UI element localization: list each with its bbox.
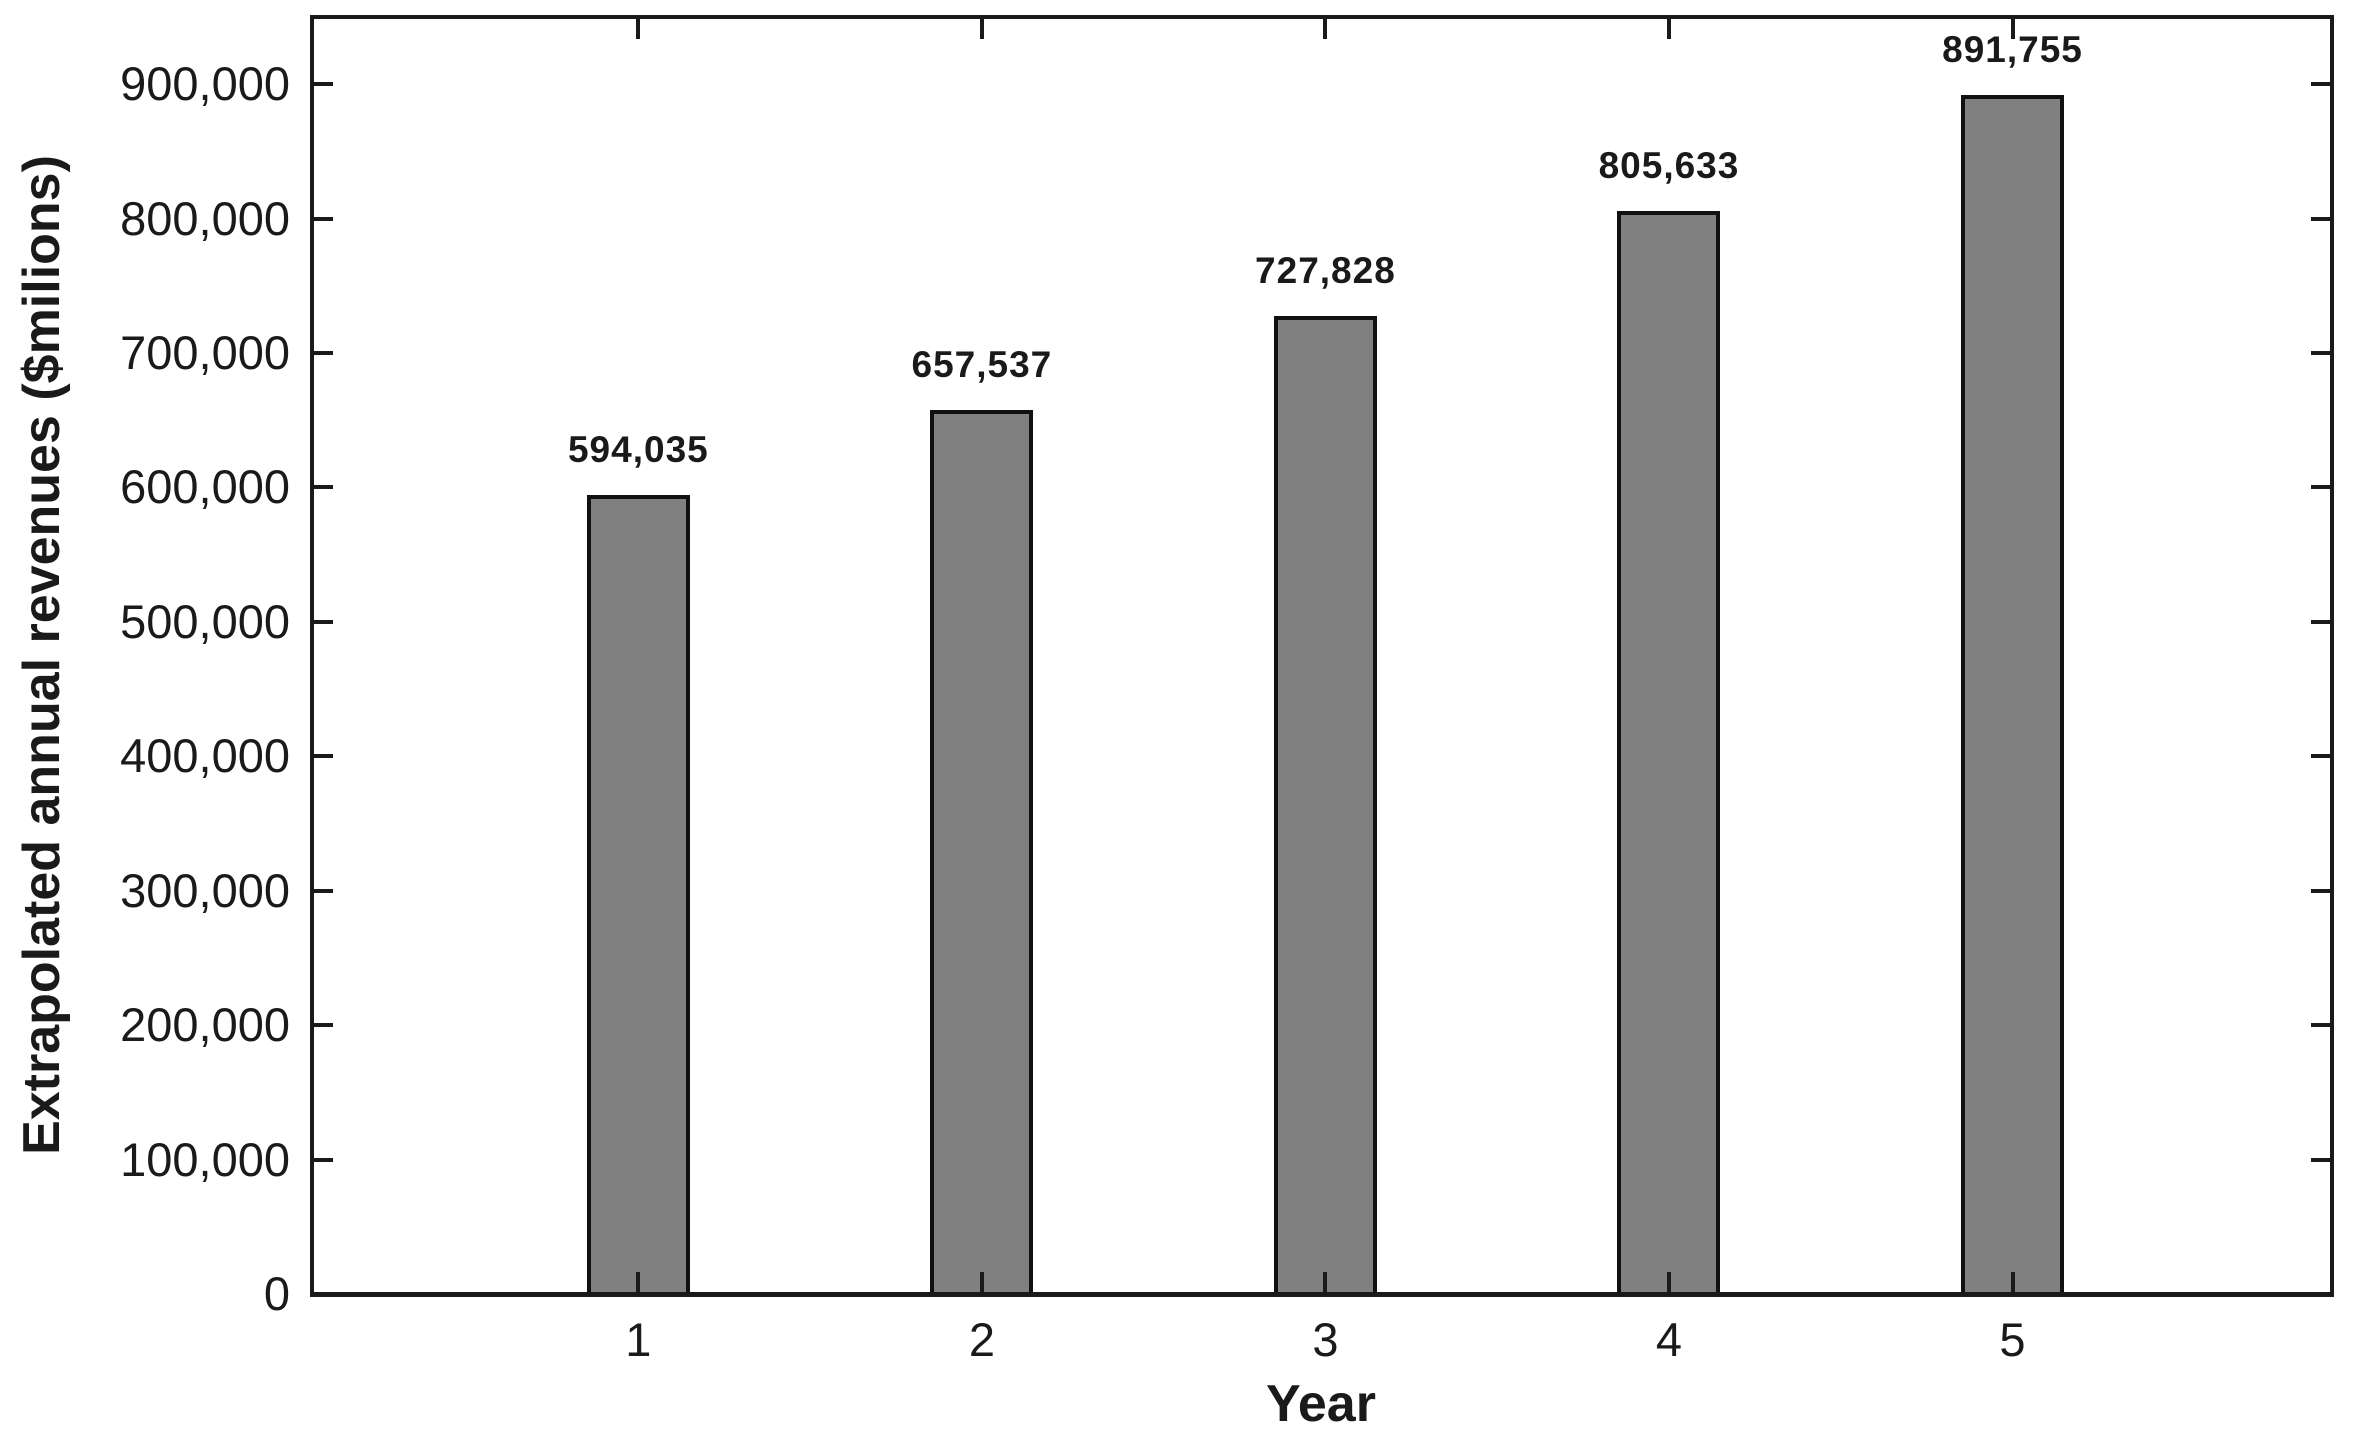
y-tick-mark [2311, 82, 2330, 87]
bar-value-label: 594,035 [567, 429, 709, 471]
x-tick-label: 1 [625, 1313, 652, 1366]
y-tick-label: 600,000 [120, 460, 290, 514]
y-tick-mark [2311, 888, 2330, 893]
y-tick-label: 500,000 [120, 594, 290, 648]
y-tick-mark [314, 888, 333, 893]
y-tick-mark [314, 1157, 333, 1162]
bar-value-label: 727,828 [1255, 250, 1396, 292]
y-tick-mark [314, 82, 333, 87]
x-tick-label: 5 [1999, 1313, 2026, 1366]
x-tick-mark [1666, 19, 1671, 39]
x-tick-mark [979, 1272, 984, 1292]
bar [1273, 316, 1377, 1292]
y-tick-mark [314, 754, 333, 759]
y-tick-label: 200,000 [120, 998, 290, 1052]
x-tick-mark [1666, 1272, 1671, 1292]
y-tick-mark [2311, 485, 2330, 490]
x-tick-mark [636, 19, 641, 39]
y-tick-mark [2311, 1023, 2330, 1028]
bar [930, 410, 1034, 1292]
x-tick-mark [979, 19, 984, 39]
y-tick-mark [314, 1023, 333, 1028]
y-tick-mark [2311, 1157, 2330, 1162]
x-tick-mark [1323, 19, 1328, 39]
y-tick-mark [2311, 619, 2330, 624]
y-tick-label: 400,000 [120, 729, 290, 783]
plot-area: 594,035 657,537 727,828 805,633 891,755 [314, 19, 2330, 1292]
y-tick-label: 900,000 [120, 57, 290, 111]
y-tick-mark [2311, 216, 2330, 221]
x-tick-label: 3 [1312, 1313, 1339, 1366]
y-tick-mark [314, 485, 333, 490]
y-tick-mark [2311, 351, 2330, 356]
y-tick-mark [314, 619, 333, 624]
y-tick-label: 800,000 [120, 191, 290, 245]
bar [1617, 211, 1721, 1292]
x-tick-label: 4 [1655, 1313, 1683, 1366]
x-tick-mark [1323, 1272, 1328, 1292]
x-tick-mark [2010, 19, 2015, 39]
y-tick-mark [2311, 754, 2330, 759]
y-tick-label: 0 [263, 1267, 290, 1320]
bar [1961, 95, 2064, 1292]
y-tick-mark [314, 216, 333, 221]
y-tick-mark [314, 351, 333, 356]
y-tick-label: 700,000 [120, 326, 290, 380]
bar-value-label: 805,633 [1598, 145, 1740, 187]
x-tick-label: 2 [968, 1313, 995, 1366]
y-tick-label: 300,000 [120, 863, 290, 917]
bar [586, 495, 690, 1292]
x-axis-title: Year [1266, 1375, 1376, 1433]
x-tick-mark [2010, 1272, 2015, 1292]
x-tick-mark [636, 1272, 641, 1292]
bar-value-label: 657,537 [911, 344, 1053, 386]
y-tick-label: 100,000 [120, 1132, 290, 1186]
